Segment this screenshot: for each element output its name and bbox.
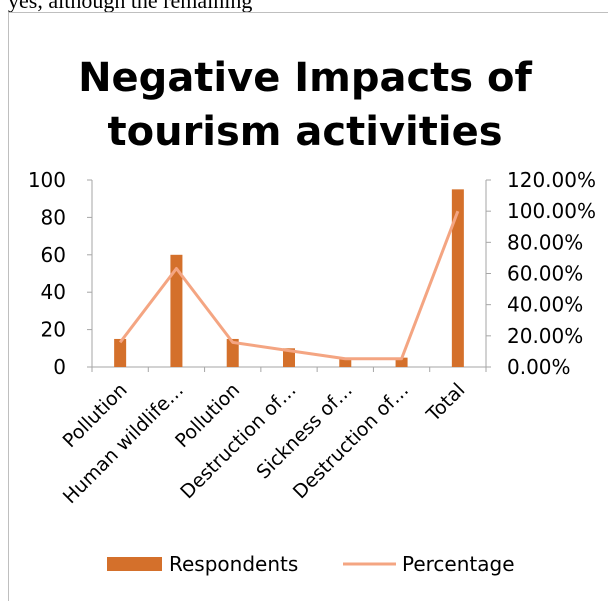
bar-respondents — [339, 357, 352, 367]
right-axis-tick-label: 60.00% — [507, 262, 583, 286]
right-axis-tick-label: 80.00% — [507, 230, 583, 254]
bar-respondents — [395, 357, 408, 367]
chart-title-line-2: tourism activities — [107, 109, 503, 155]
left-axis-tick-label: 80 — [41, 205, 66, 229]
line-percentage — [118, 210, 460, 361]
bar-respondents — [114, 338, 127, 367]
left-axis-tick-label: 60 — [41, 243, 66, 267]
right-axis-tick-label: 100.00% — [507, 199, 596, 223]
x-axis-category-label: Total — [422, 379, 470, 427]
right-axis-tick-label: 20.00% — [507, 324, 583, 348]
bar-respondents — [226, 338, 239, 367]
left-axis-tick-label: 40 — [41, 280, 66, 304]
right-axis-tick-label: 0.00% — [507, 355, 571, 379]
bar-respondents — [283, 348, 295, 367]
legend-swatch-respondents — [107, 557, 162, 571]
bar-respondents — [451, 189, 464, 367]
left-axis-tick-label: 20 — [41, 318, 66, 342]
chart-title-line-1: Negative Impacts of — [78, 55, 532, 101]
right-axis-tick-label: 40.00% — [507, 293, 583, 317]
left-axis-tick-label: 100 — [28, 168, 66, 192]
legend-label-respondents: Respondents — [169, 552, 298, 576]
background-text-fragment: yes, although the remaining — [8, 0, 253, 13]
chart-frame — [8, 12, 608, 601]
right-axis-tick-label: 120.00% — [507, 168, 596, 192]
legend-label-percentage: Percentage — [402, 552, 515, 576]
bar-respondents — [170, 254, 183, 367]
left-axis-tick-label: 0 — [53, 355, 66, 379]
